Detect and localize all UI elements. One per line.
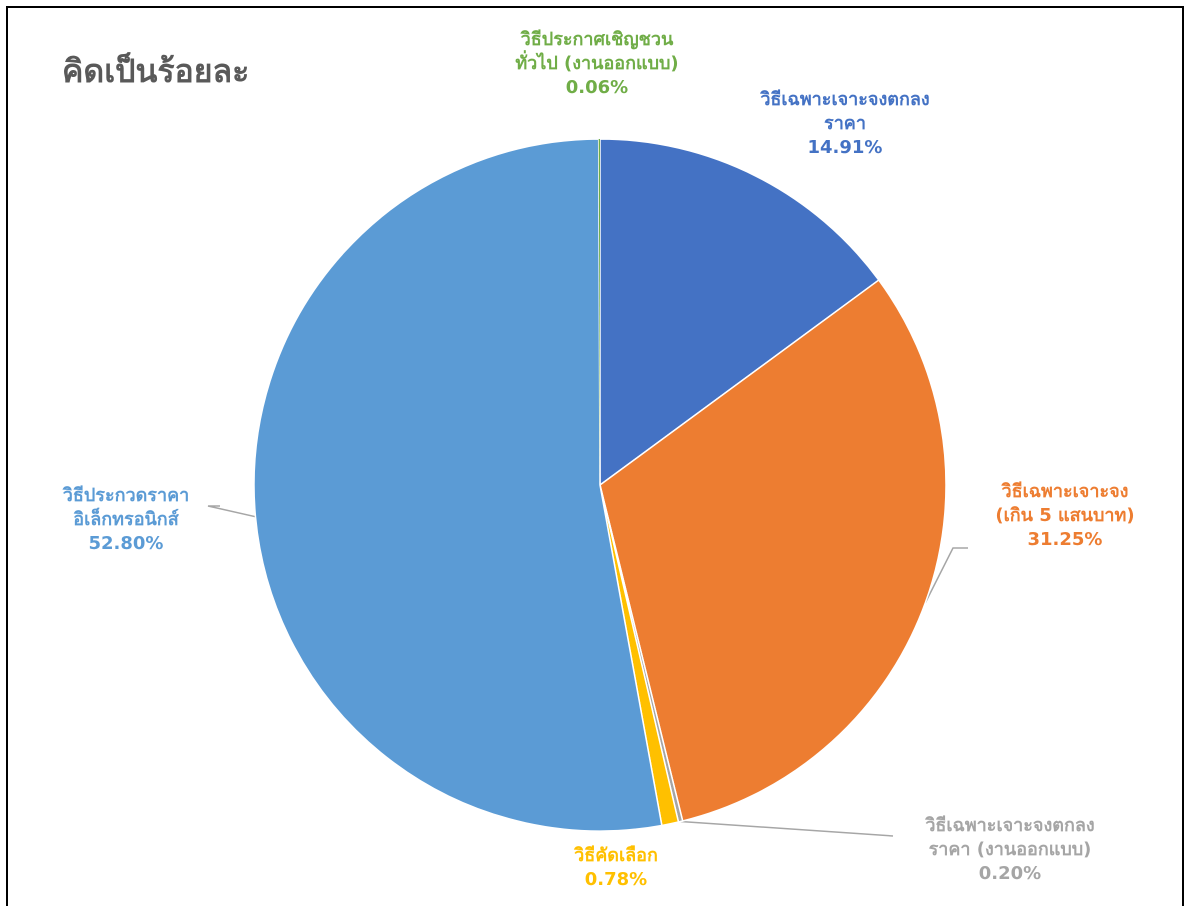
slice-label-line: (เกิน 5 แสนบาท) [995,505,1135,526]
slice-label-line: วิธีคัดเลือก [574,845,658,866]
slice-label-line: วิธีเฉพาะเจาะจง [1001,481,1129,502]
slice-value-label: 52.80% [88,533,164,554]
pie-slice-specific-agreed-price [599,138,880,487]
slice-label-e-bidding: วิธีประกวดราคา อิเล็กทรอนิกส์ 52.80% [63,484,189,556]
leader-line-specific-over-500k [924,547,968,604]
leader-lines [207,505,968,837]
slice-label-specific-agreed-price-design: วิธีเฉพาะเจาะจงตกลง ราคา (งานออกแบบ) 0.2… [925,814,1094,886]
slice-label-line: ราคา [824,113,866,134]
slice-label-selection: วิธีคัดเลือก 0.78% [574,844,658,892]
slice-value-label: 31.25% [1027,529,1103,550]
leader-line-specific-agreed-price-design [680,820,894,837]
slice-label-line: ทั่วไป (งานออกแบบ) [515,53,679,74]
pie-slice-specific-over-500k [599,279,947,822]
pie-slices [253,138,947,832]
slice-label-line: ราคา (งานออกแบบ) [928,839,1092,860]
slice-label-line: วิธีเฉพาะเจาะจงตกลง [925,815,1095,836]
slice-value-label: 14.91% [807,137,883,158]
slice-value-label: 0.20% [978,863,1042,884]
leader-line-e-bidding [207,505,256,518]
slice-label-specific-agreed-price: วิธีเฉพาะเจาะจงตกลง ราคา 14.91% [760,88,929,160]
slice-value-label: 0.06% [565,77,629,98]
slice-label-line: วิธีเฉพาะเจาะจงตกลง [760,89,930,110]
slice-label-line: วิธีประกาศเชิญชวน [520,29,674,50]
chart-title: คิดเป็นร้อยละ [62,52,250,90]
pie-slice-e-bidding [253,138,663,832]
pie-slice-general-invitation-design [598,138,600,485]
slice-label-line: อิเล็กทรอนิกส์ [73,509,179,530]
slice-label-specific-over-500k: วิธีเฉพาะเจาะจง (เกิน 5 แสนบาท) 31.25% [995,480,1134,552]
slice-label-general-invitation-design: วิธีประกาศเชิญชวน ทั่วไป (งานออกแบบ) 0.0… [515,28,678,100]
slice-value-label: 0.78% [584,869,648,890]
slice-label-line: วิธีประกวดราคา [62,485,190,506]
